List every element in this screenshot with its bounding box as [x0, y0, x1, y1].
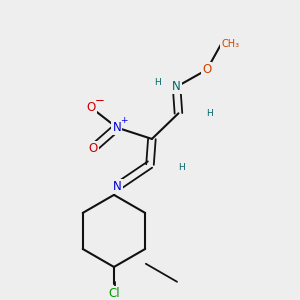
Text: N: N: [113, 180, 122, 193]
Text: H: H: [178, 163, 185, 172]
Text: N: N: [112, 121, 121, 134]
Text: N: N: [172, 80, 181, 93]
Text: +: +: [120, 116, 127, 125]
Text: O: O: [202, 63, 212, 76]
Text: O: O: [88, 142, 98, 155]
Text: Cl: Cl: [108, 287, 120, 300]
Text: H: H: [154, 77, 161, 86]
Text: CH₃: CH₃: [221, 39, 239, 49]
Text: H: H: [206, 109, 213, 118]
Text: −: −: [95, 94, 105, 107]
Text: O: O: [87, 101, 96, 114]
